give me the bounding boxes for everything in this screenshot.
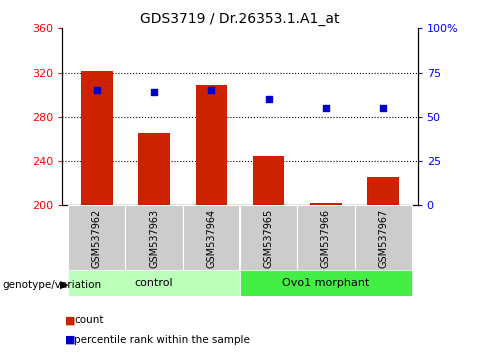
Point bbox=[150, 89, 158, 95]
Text: ■: ■ bbox=[65, 335, 75, 345]
Bar bbox=[253, 155, 285, 205]
Text: ▶: ▶ bbox=[60, 279, 68, 289]
Point bbox=[265, 96, 273, 102]
Text: percentile rank within the sample: percentile rank within the sample bbox=[74, 335, 250, 345]
Bar bbox=[196, 85, 227, 205]
Bar bbox=[81, 72, 112, 205]
Point bbox=[207, 87, 215, 93]
Text: GSM537966: GSM537966 bbox=[321, 209, 331, 268]
Text: count: count bbox=[74, 315, 104, 325]
Bar bbox=[297, 205, 355, 271]
Text: GSM537963: GSM537963 bbox=[149, 209, 159, 268]
Text: control: control bbox=[135, 278, 173, 288]
Point bbox=[322, 105, 330, 111]
Bar bbox=[138, 133, 170, 205]
Bar bbox=[125, 205, 183, 271]
Text: GSM537965: GSM537965 bbox=[264, 209, 274, 268]
Bar bbox=[355, 205, 412, 271]
Bar bbox=[310, 203, 342, 205]
Bar bbox=[68, 270, 240, 296]
Text: GSM537964: GSM537964 bbox=[206, 209, 216, 268]
Text: ■: ■ bbox=[65, 315, 75, 325]
Bar bbox=[368, 177, 399, 205]
Point bbox=[93, 87, 101, 93]
Bar bbox=[183, 205, 240, 271]
Bar bbox=[240, 205, 297, 271]
Point bbox=[379, 105, 387, 111]
Text: Ovo1 morphant: Ovo1 morphant bbox=[282, 278, 370, 288]
Text: GDS3719 / Dr.26353.1.A1_at: GDS3719 / Dr.26353.1.A1_at bbox=[140, 12, 340, 27]
Text: genotype/variation: genotype/variation bbox=[2, 280, 102, 290]
Bar bbox=[68, 205, 125, 271]
Text: GSM537962: GSM537962 bbox=[92, 209, 102, 268]
Bar bbox=[240, 270, 412, 296]
Text: GSM537967: GSM537967 bbox=[378, 209, 388, 268]
